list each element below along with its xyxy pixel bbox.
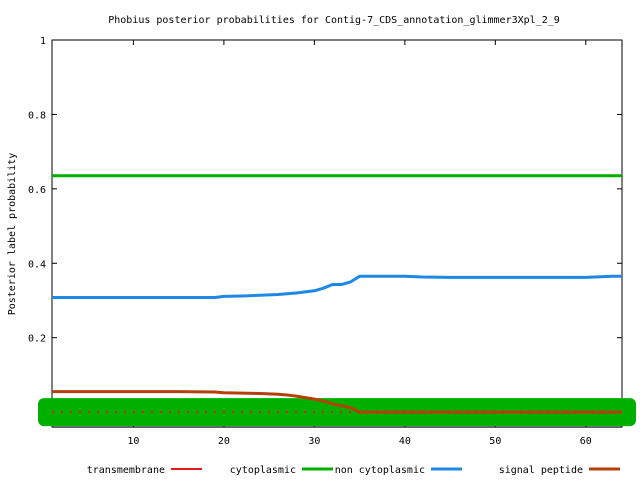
x-tick-label: 40	[399, 436, 411, 447]
x-tick-label: 20	[218, 436, 230, 447]
legend: transmembrane cytoplasmic non cytoplasmic s…	[87, 465, 620, 476]
series-3-line	[52, 274, 622, 299]
cytoplasmic-band	[38, 398, 636, 427]
x-tick-label: 30	[308, 436, 320, 447]
x-tick-label: 60	[580, 436, 592, 447]
x-tick-label: 10	[127, 436, 139, 447]
y-tick-label: 1	[40, 36, 46, 47]
y-axis-label: Posterior label probability	[7, 153, 18, 316]
plot-frame	[51, 39, 623, 428]
y-axis-ticks: 0.2 0.4 0.6 0.8 1	[28, 36, 622, 345]
x-tick-label: 50	[489, 436, 501, 447]
legend-label: signal peptide	[499, 465, 583, 476]
legend-label: transmembrane	[87, 465, 165, 476]
legend-label: non cytoplasmic	[335, 465, 425, 476]
series-layer	[38, 174, 636, 428]
y-tick-label: 0.4	[28, 259, 46, 270]
y-tick-label: 0.8	[28, 110, 46, 121]
x-axis-ticks: 10 20 30 40 50 60	[127, 40, 592, 447]
chart-title: Phobius posterior probabilities for Cont…	[108, 15, 560, 26]
y-tick-label: 0.2	[28, 334, 46, 345]
y-tick-label: 0.6	[28, 185, 46, 196]
legend-label: cytoplasmic	[230, 465, 296, 476]
